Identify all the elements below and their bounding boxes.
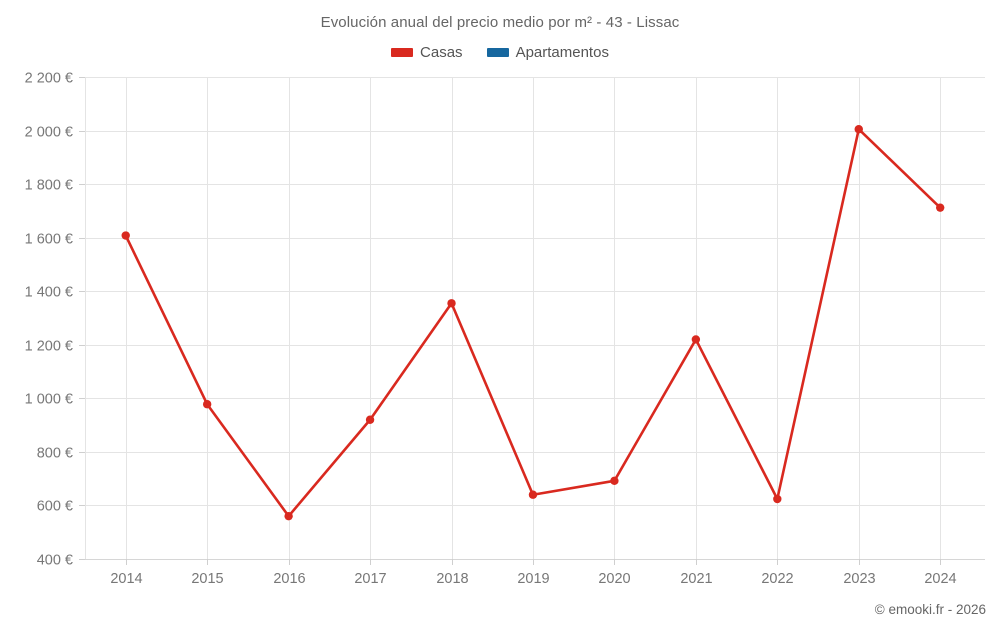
legend-swatch-casas [391,48,414,57]
y-axis-tick-label: 600 € [37,499,73,515]
y-axis-tick-label: 2 000 € [25,125,73,141]
legend-item-casas[interactable]: Casas [391,44,463,61]
data-point[interactable] [936,203,945,212]
y-axis-tick-label: 1 000 € [25,392,73,408]
x-axis-tick-label: 2020 [598,571,630,587]
legend-label-casas: Casas [420,44,463,61]
x-axis-tick-label: 2014 [110,571,142,587]
y-axis-tick-label: 1 800 € [25,178,73,194]
data-point[interactable] [854,125,863,134]
data-series [121,125,945,521]
chart-title: Evolución anual del precio medio por m² … [320,14,680,31]
y-axis-tick-label: 1 400 € [25,285,73,301]
data-point[interactable] [691,335,701,344]
legend-swatch-apartamentos [486,48,509,57]
y-axis-tick-label: 400 € [37,553,73,569]
data-point[interactable] [365,415,375,424]
y-axis-tick-label: 1 600 € [25,232,73,248]
legend-label-apartamentos: Apartamentos [515,44,609,61]
y-axis-tick-label: 800 € [37,446,73,462]
data-point[interactable] [202,400,212,409]
x-axis-ticks: 2014 2015 2016 2017 2018 2019 2020 2021 2022 2023… [110,559,957,587]
gridlines [85,77,985,560]
x-axis-tick-label: 2017 [354,571,386,587]
data-point[interactable] [773,494,782,504]
data-point[interactable] [610,476,619,486]
y-axis-ticks: 400 € 600 € 800 € 1 000 € 1 200 € 1 400 € 1 60… [25,71,85,569]
x-axis-tick-label: 2018 [436,571,468,587]
x-axis-tick-label: 2019 [517,571,549,587]
x-axis-tick-label: 2023 [843,571,875,587]
data-point[interactable] [121,231,130,240]
data-point[interactable] [284,511,293,521]
x-axis-tick-label: 2022 [761,571,793,587]
legend-item-apartamentos[interactable]: Apartamentos [486,44,609,61]
y-axis-tick-label: 1 200 € [25,339,73,355]
series-line-casas [124,127,942,518]
x-axis-tick-label: 2021 [680,571,712,587]
chart-legend: Casas Apartamentos [0,44,1000,61]
data-point[interactable] [447,299,456,308]
chart-credit: © emooki.fr - 2026 [874,602,986,617]
y-axis-tick-label: 2 200 € [25,71,73,87]
data-point[interactable] [528,490,538,499]
x-axis-tick-label: 2015 [191,571,223,587]
x-axis-tick-label: 2016 [273,571,305,587]
x-axis-tick-label: 2024 [924,571,956,587]
